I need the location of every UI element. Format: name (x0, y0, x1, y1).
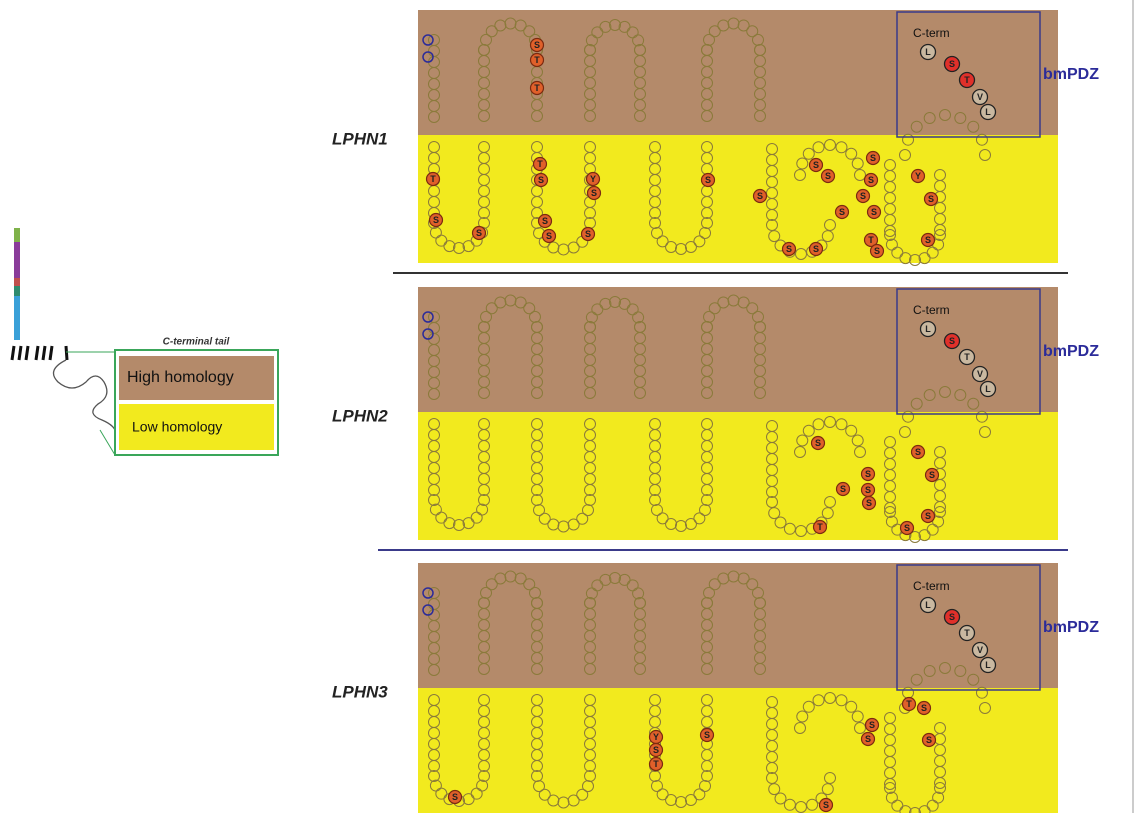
motif-letter: L (925, 47, 931, 57)
site-label: S (904, 523, 910, 533)
site-label: S (866, 498, 872, 508)
site-label: S (825, 171, 831, 181)
site-label: S (840, 484, 846, 494)
site-label: S (704, 730, 710, 740)
high-homology-region (418, 287, 1058, 412)
site-label: S (813, 244, 819, 254)
site-label: S (452, 792, 458, 802)
site-label: S (705, 175, 711, 185)
motif-letter: V (977, 369, 983, 379)
site-label: S (929, 470, 935, 480)
site-label: S (868, 175, 874, 185)
site-label: Y (915, 171, 921, 181)
site-label: S (815, 438, 821, 448)
site-label: S (534, 40, 540, 50)
site-label: S (542, 216, 548, 226)
cterm-label: C-term (913, 579, 950, 593)
site-label: S (869, 720, 875, 730)
site-label: S (653, 745, 659, 755)
site-label: S (925, 511, 931, 521)
motif-letter: L (925, 600, 931, 610)
figure: C-terminal tail High homology Low homolo… (0, 0, 1136, 813)
motif-letter: T (964, 628, 970, 638)
motif-letter: L (985, 660, 991, 670)
site-label: S (865, 734, 871, 744)
site-label: S (865, 485, 871, 495)
site-label: T (817, 522, 823, 532)
panel: LPHN2C-termbmPDZLSTVLSSSSSTSSSS (332, 287, 1099, 543)
site-label: S (874, 246, 880, 256)
site-label: S (476, 228, 482, 238)
topology-sketch: C-terminal tail High homology Low homolo… (12, 228, 278, 455)
site-label: S (921, 703, 927, 713)
protein-label: LPHN3 (332, 682, 388, 701)
site-label: S (757, 191, 763, 201)
site-label: T (906, 699, 912, 709)
panel: LPHN1C-termbmPDZLSTVLSTTTSSTSSSYSSSSSSSS… (332, 10, 1099, 266)
site-label: S (871, 207, 877, 217)
cterm-label: C-term (913, 303, 950, 317)
motif-letter: V (977, 92, 983, 102)
site-label: S (591, 188, 597, 198)
partner-label: bmPDZ (1043, 343, 1099, 360)
site-label: S (926, 735, 932, 745)
cterm-label: C-term (913, 26, 950, 40)
site-label: S (823, 800, 829, 810)
site-label: T (430, 174, 436, 184)
legend-high: High homology (127, 369, 234, 386)
low-homology-region (418, 135, 1058, 263)
site-label: T (534, 83, 540, 93)
site-label: Y (590, 174, 596, 184)
motif-letter: S (949, 336, 955, 346)
site-label: S (865, 469, 871, 479)
protein-label: LPHN1 (332, 129, 388, 148)
site-label: S (915, 447, 921, 457)
legend-low: Low homology (132, 419, 222, 435)
site-label: S (433, 215, 439, 225)
site-label: S (860, 191, 866, 201)
partner-label: bmPDZ (1043, 619, 1099, 636)
site-label: S (928, 194, 934, 204)
site-label: T (653, 759, 659, 769)
motif-letter: L (985, 384, 991, 394)
site-label: S (870, 153, 876, 163)
high-homology-region (418, 10, 1058, 135)
site-label: S (538, 175, 544, 185)
high-homology-region (418, 563, 1058, 688)
motif-letter: S (949, 612, 955, 622)
motif-letter: L (985, 107, 991, 117)
site-label: S (585, 229, 591, 239)
site-label: S (839, 207, 845, 217)
site-label: Y (653, 732, 659, 742)
motif-letter: S (949, 59, 955, 69)
site-label: S (546, 231, 552, 241)
motif-letter: V (977, 645, 983, 655)
motif-letter: L (925, 324, 931, 334)
legend-title: C-terminal tail (163, 337, 230, 348)
protein-label: LPHN2 (332, 406, 388, 425)
low-homology-region (418, 688, 1058, 813)
partner-label: bmPDZ (1043, 66, 1099, 83)
site-label: T (537, 159, 543, 169)
motif-letter: T (964, 75, 970, 85)
low-homology-region (418, 412, 1058, 540)
site-label: S (925, 235, 931, 245)
motif-letter: T (964, 352, 970, 362)
site-label: T (868, 235, 874, 245)
site-label: S (813, 160, 819, 170)
site-label: T (534, 55, 540, 65)
site-label: S (786, 244, 792, 254)
